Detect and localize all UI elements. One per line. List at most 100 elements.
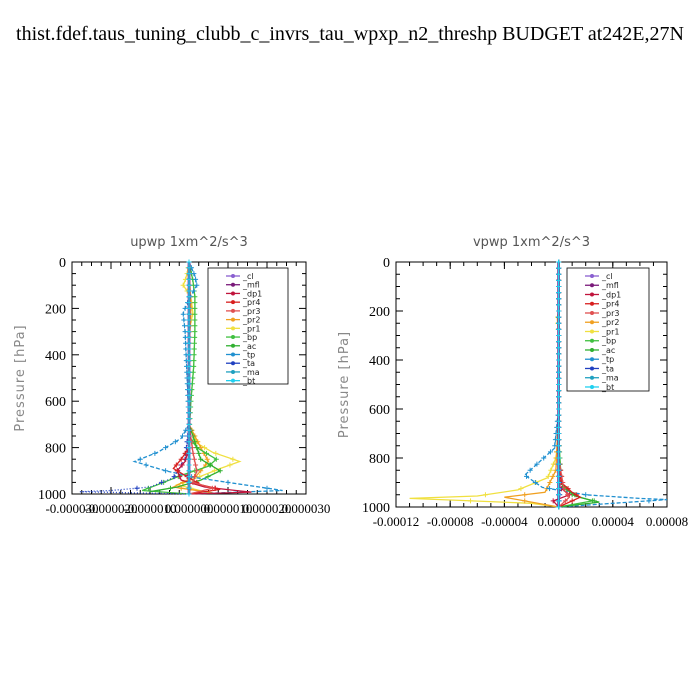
series-point-bt bbox=[186, 352, 192, 358]
y-tick-label: 600 bbox=[45, 395, 66, 410]
x-tick-label: 0.000010 bbox=[204, 501, 253, 516]
y-tick-label: 1000 bbox=[362, 501, 390, 516]
series-point-bt bbox=[186, 358, 192, 364]
series-group bbox=[79, 259, 283, 497]
series-point-tp bbox=[534, 461, 540, 467]
series-point-bt bbox=[186, 265, 192, 271]
legend-label-ac: _ac bbox=[242, 342, 256, 351]
series-point-bt bbox=[186, 300, 192, 306]
series-point-pr4 bbox=[173, 462, 179, 468]
series-point-bt bbox=[186, 329, 192, 335]
legend-box bbox=[207, 267, 289, 385]
series-point-bt bbox=[556, 418, 562, 424]
series-point-bt bbox=[556, 277, 562, 283]
page-title: thist.fdef.taus_tuning_clubb_c_invrs_tau… bbox=[16, 23, 684, 45]
series-point-pr3 bbox=[191, 456, 197, 462]
series-point-tp bbox=[137, 456, 143, 462]
series-point-bt bbox=[556, 351, 562, 357]
legend-marker-cl bbox=[590, 274, 594, 278]
series-point-bt bbox=[556, 498, 562, 504]
legend-label-ma: _ma bbox=[242, 368, 260, 377]
legend-label-bt: _bt bbox=[601, 383, 614, 392]
series-point-bt bbox=[186, 474, 192, 480]
legend-label-bt: _bt bbox=[242, 377, 255, 386]
legend-label-tp: _tp bbox=[242, 350, 255, 359]
series-point-bt bbox=[186, 491, 192, 497]
series-point-bp bbox=[191, 346, 197, 352]
series-point-bt bbox=[186, 311, 192, 317]
x-tick-label: -0.000020 bbox=[84, 501, 137, 516]
series-point-bt bbox=[186, 294, 192, 300]
chart-panel-1: upwp 1xm^2/s^3 Pressure [hPa] 0 200 400 600 80… bbox=[13, 235, 330, 516]
legend-marker-ac bbox=[590, 347, 594, 352]
series-point-bt bbox=[186, 369, 192, 375]
series-point-pr1 bbox=[180, 282, 186, 288]
series-point-tp bbox=[191, 271, 197, 277]
series-point-pr1 bbox=[548, 467, 554, 473]
legend-marker-mfl bbox=[590, 283, 594, 288]
series-point-ac bbox=[591, 498, 597, 504]
series-point-bt bbox=[556, 492, 562, 498]
series-point-bp bbox=[192, 294, 198, 300]
series-point-bt bbox=[186, 439, 192, 445]
series-point-pr3 bbox=[209, 485, 215, 491]
series-point-tp bbox=[532, 480, 538, 485]
series-point-pr1 bbox=[518, 486, 524, 492]
series-point-bp bbox=[192, 311, 198, 317]
series-point-bt bbox=[556, 424, 562, 430]
series-point-bt bbox=[556, 308, 562, 314]
series-point-ac bbox=[207, 462, 213, 468]
series-point-bt bbox=[186, 381, 192, 387]
series-point-bt bbox=[186, 375, 192, 381]
legend-marker-pr4 bbox=[590, 301, 594, 306]
series-point-tp bbox=[163, 445, 169, 451]
legend: _cl_mfl_dp1_pr4_pr3_pr2_pr1_bp_ac_tp_ta_… bbox=[566, 267, 650, 392]
series-point-bt bbox=[556, 437, 562, 443]
x-tick-label: 0.000030 bbox=[282, 501, 331, 516]
series-point-pr1 bbox=[211, 468, 217, 474]
series-point-bt bbox=[186, 462, 192, 468]
series-point-pr1 bbox=[230, 456, 236, 462]
x-tick-label: -0.00012 bbox=[373, 514, 420, 529]
series-point-bt bbox=[556, 486, 562, 492]
series-point-pr4 bbox=[573, 492, 579, 498]
series-point-tp bbox=[163, 468, 169, 474]
y-axis-label: Pressure [hPa] bbox=[337, 331, 352, 438]
series-point-bt bbox=[186, 387, 192, 393]
legend-label-pr2: _pr2 bbox=[601, 318, 619, 327]
legend: _cl_mfl_dp1_pr4_pr3_pr2_pr1_bp_ac_tp_ta_… bbox=[207, 267, 289, 386]
series-line-pr1 bbox=[409, 262, 560, 508]
series-point-pr4 bbox=[174, 468, 180, 474]
series-point-bt bbox=[556, 339, 562, 345]
series-point-pr3 bbox=[562, 498, 568, 504]
series-point-dp1 bbox=[179, 462, 185, 468]
series-point-ta bbox=[171, 474, 177, 480]
series-point-bt bbox=[556, 314, 562, 320]
series-point-bp bbox=[191, 352, 197, 358]
series-point-bt bbox=[556, 431, 562, 436]
series-point-pr4 bbox=[178, 456, 184, 462]
legend-marker-tp bbox=[590, 357, 594, 362]
series-point-tp bbox=[264, 485, 270, 491]
series-point-bt bbox=[186, 282, 192, 288]
series-point-bp bbox=[192, 323, 198, 329]
legend-label-dp1: _dp1 bbox=[242, 289, 262, 298]
legend-marker-ma bbox=[231, 369, 235, 374]
y-tick-label: 600 bbox=[369, 403, 390, 418]
series-point-dp1 bbox=[550, 498, 556, 504]
series-point-bt bbox=[556, 504, 562, 510]
series-line-tp bbox=[523, 262, 668, 508]
series-point-tp bbox=[191, 288, 197, 294]
legend-label-tp: _tp bbox=[601, 355, 614, 364]
chart-title: upwp 1xm^2/s^3 bbox=[130, 235, 248, 250]
legend-label-cl: _cl bbox=[601, 272, 613, 281]
series-point-bt bbox=[186, 259, 192, 265]
series-point-bp bbox=[192, 300, 198, 306]
legend-marker-pr3 bbox=[590, 310, 594, 315]
series-point-bt bbox=[556, 467, 562, 473]
series-point-bt bbox=[186, 485, 192, 491]
series-point-ta bbox=[134, 485, 140, 491]
legend-marker-dp1 bbox=[231, 291, 235, 296]
series-point-bt bbox=[556, 265, 562, 271]
series-point-bt bbox=[186, 427, 192, 433]
